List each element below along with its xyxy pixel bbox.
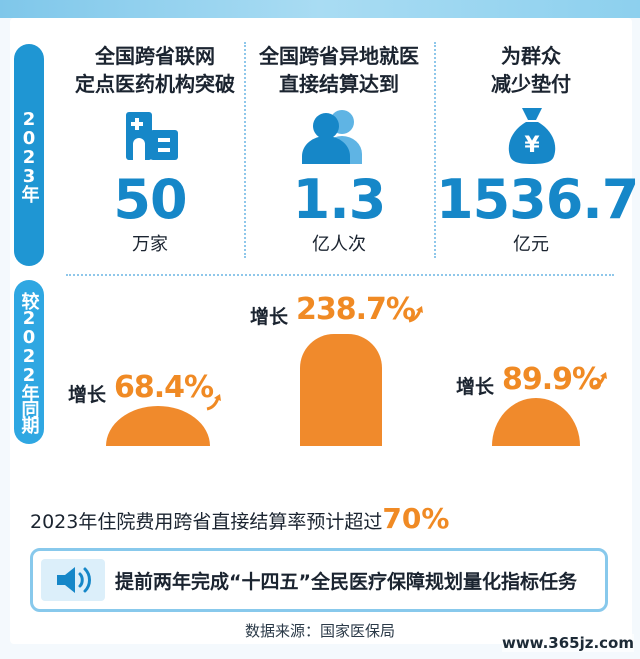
col2-title-line1: 全国跨省异地就医 [259,44,419,68]
col2-title-line2: 直接结算达到 [279,72,399,96]
col2-value: 1.3 [292,168,387,231]
col2-growth-value: 238.7% [296,292,416,327]
hospital-icon [126,112,178,160]
col3-up-arrow-icon [592,372,607,389]
highlight-banner: 提前两年完成“十四五”全民医疗保障规划量化指标任务 [30,548,608,612]
col1-unit: 万家 [132,234,168,255]
data-source: 数据来源：国家医保局 [244,622,395,640]
watermark: www.365jz.com [501,634,634,652]
col2-up-arrow-icon [408,306,423,323]
people-icon [302,110,362,164]
column-divider-1 [244,42,246,258]
col3-title: 为群众 减少垫付 [436,42,626,98]
col1-title-line1: 全国跨省联网 [95,44,215,68]
col3-growth-label: 增长 [456,376,495,398]
summary-percent: 70% [382,502,450,535]
col1-growth-value: 68.4% [114,370,214,405]
col3-unit: 亿元 [513,234,549,255]
col1-growth-label: 增长 [68,384,107,406]
compare-tab: 较2022年同期 [14,280,44,444]
col1-title: 全国跨省联网 定点医药机构突破 [60,42,250,98]
col1-value: 50 [113,168,187,231]
col1-up-arrow-icon [206,394,221,411]
svg-text:¥: ¥ [524,133,540,158]
summary-line: 2023年住院费用跨省直接结算率预计超过70% [30,502,449,535]
col3-growth-value: 89.9% [502,362,602,397]
row-divider [66,274,614,276]
top-decorative-strip [0,0,640,18]
col2-growth-label: 增长 [250,306,289,328]
col3-title-line1: 为群众 [501,44,561,68]
col1-title-line2: 定点医药机构突破 [75,72,235,96]
column-divider-2 [434,42,436,258]
col3-title-line2: 减少垫付 [491,72,571,96]
col2-title: 全国跨省异地就医 直接结算达到 [244,42,434,98]
banner-text: 提前两年完成“十四五”全民医疗保障规划量化指标任务 [115,571,577,593]
speaker-icon-box [41,559,105,601]
year-tab: 2023年 [14,44,44,266]
speaker-icon [57,567,91,593]
col2-growth-bar [300,334,382,446]
money-bag-icon: ¥ [508,108,556,164]
col3-value: 1536.7 [436,168,639,231]
col2-unit: 亿人次 [312,234,366,255]
summary-text: 2023年住院费用跨省直接结算率预计超过 [30,511,383,533]
